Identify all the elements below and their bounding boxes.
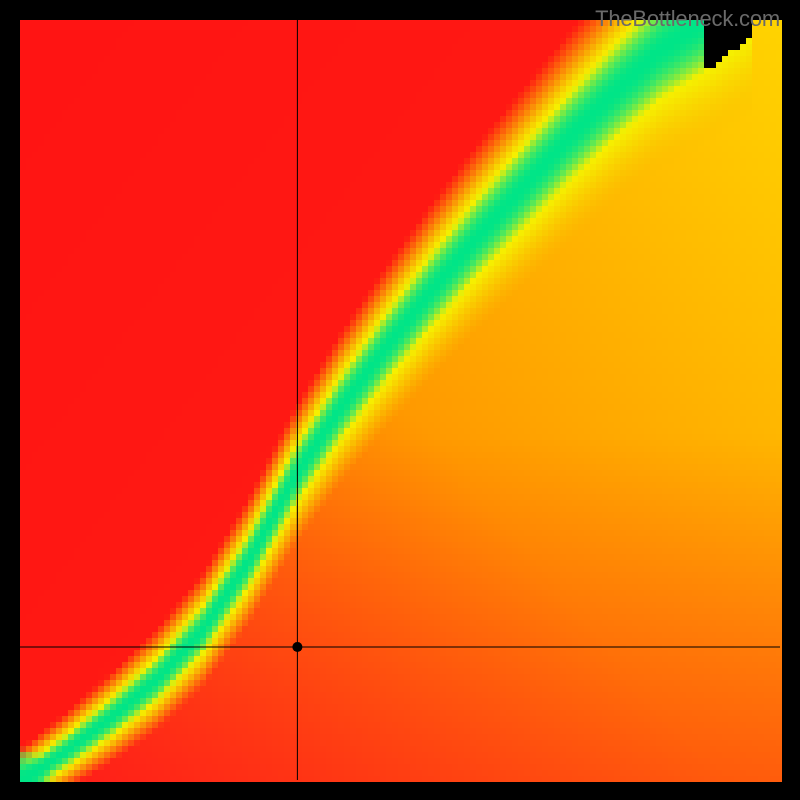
bottleneck-heatmap	[0, 0, 800, 800]
watermark-text: TheBottleneck.com	[595, 6, 780, 32]
